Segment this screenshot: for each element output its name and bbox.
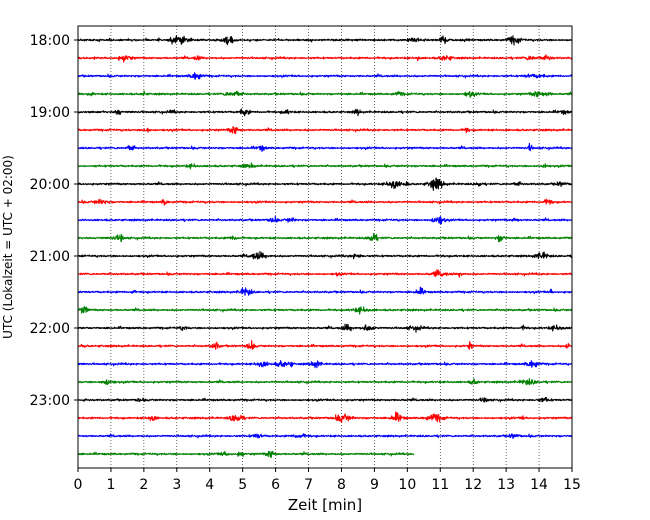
x-tick-label-12: 12	[464, 477, 482, 493]
x-tick-label-14: 14	[530, 477, 548, 493]
trace-2100	[77, 250, 573, 260]
x-tick-label-4: 4	[205, 477, 214, 493]
trace-1915	[77, 126, 573, 134]
trace-2130	[77, 286, 573, 296]
trace-2230	[77, 360, 573, 369]
grid-lines	[110, 26, 540, 468]
x-tick-label-8: 8	[337, 477, 346, 493]
trace-2045	[77, 232, 573, 243]
x-tick-label-3: 3	[172, 477, 181, 493]
y-tick-label-1900: 19:00	[30, 105, 70, 121]
trace-2000	[77, 177, 573, 191]
x-axis-ticks: 0 1 2 3 4 5 6 7 8 9 10 11 12 13 14 15	[74, 468, 581, 493]
y-tick-label-2000: 20:00	[30, 177, 70, 193]
trace-1800	[77, 35, 573, 46]
trace-2145	[77, 305, 573, 315]
x-tick-label-10: 10	[398, 477, 416, 493]
x-tick-label-15: 15	[563, 477, 581, 493]
trace-1945	[77, 162, 573, 170]
trace-2030	[77, 215, 573, 225]
trace-1815	[77, 54, 573, 63]
x-tick-label-2: 2	[139, 477, 148, 493]
plot-frame	[77, 25, 573, 469]
trace-1900	[77, 108, 573, 117]
trace-1830	[77, 72, 573, 80]
y-tick-label-2100: 21:00	[30, 249, 70, 265]
x-tick-label-5: 5	[238, 477, 247, 493]
x-tick-label-0: 0	[74, 477, 83, 493]
trace-1845	[77, 90, 573, 98]
y-axis-label: UTC (Lokalzeit = UTC + 02:00)	[1, 155, 15, 339]
x-tick-label-9: 9	[370, 477, 379, 493]
y-tick-label-2200: 22:00	[30, 321, 70, 337]
x-tick-label-11: 11	[431, 477, 449, 493]
trace-2215	[77, 340, 573, 350]
trace-2200	[77, 323, 573, 333]
x-axis-label: Zeit [min]	[288, 496, 362, 514]
trace-2245	[77, 378, 573, 386]
y-tick-label-2300: 23:00	[30, 393, 70, 409]
y-tick-label-1800: 18:00	[30, 33, 70, 49]
trace-2345	[77, 450, 415, 458]
trace-2330	[77, 433, 573, 440]
trace-lines	[77, 35, 573, 458]
y-axis-ticks: 18:00 19:00 20:00 21:00 22:00 23:00	[30, 33, 78, 409]
x-tick-label-1: 1	[106, 477, 115, 493]
x-tick-label-6: 6	[271, 477, 280, 493]
trace-2300	[77, 396, 573, 403]
trace-2315	[77, 411, 573, 423]
trace-2015	[77, 198, 573, 206]
x-tick-label-7: 7	[304, 477, 313, 493]
x-tick-label-13: 13	[497, 477, 515, 493]
trace-1930	[77, 142, 573, 153]
trace-2115	[77, 269, 573, 278]
